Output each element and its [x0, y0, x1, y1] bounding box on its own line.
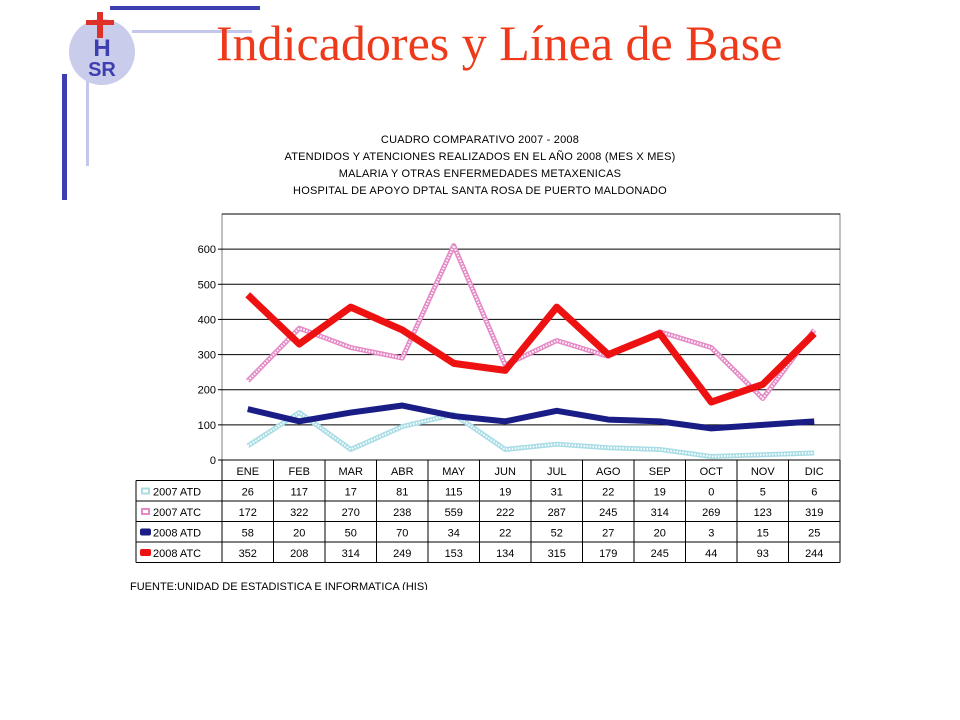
svg-text:SR: SR — [88, 59, 116, 81]
table-value: 26 — [242, 487, 254, 499]
table-value: 0 — [708, 487, 714, 499]
x-tick-label: SEP — [649, 466, 671, 478]
deco-bar-horizontal — [110, 6, 260, 10]
table-value: 153 — [445, 548, 463, 560]
chart-title-line-2: ATENDIDOS Y ATENCIONES REALIZADOS EN EL … — [284, 151, 676, 163]
y-tick-label: 300 — [198, 350, 216, 362]
table-value: 3 — [708, 528, 714, 540]
series-line-texture-1 — [247, 243, 816, 401]
table-value: 352 — [239, 548, 257, 560]
table-value: 238 — [393, 507, 411, 519]
table-value: 134 — [496, 548, 514, 560]
table-value: 58 — [242, 528, 254, 540]
legend-swatch-texture — [143, 489, 148, 493]
y-tick-label: 600 — [198, 244, 216, 256]
legend-swatch-3 — [140, 549, 151, 556]
y-tick-label: 500 — [198, 279, 216, 291]
legend-swatch-2 — [140, 528, 151, 536]
table-value: 19 — [499, 487, 511, 499]
x-tick-label: FEB — [289, 466, 310, 478]
table-value: 52 — [551, 528, 563, 540]
table-value: 319 — [805, 507, 823, 519]
table-value: 287 — [548, 507, 566, 519]
table-value: 34 — [448, 528, 460, 540]
legend-label-2: 2008 ATD — [153, 528, 201, 540]
table-value: 314 — [342, 548, 360, 560]
table-value: 269 — [702, 507, 720, 519]
series-line-3 — [245, 292, 817, 406]
table-value: 93 — [757, 548, 769, 560]
slide-title: Indicadores y Línea de Base — [216, 15, 783, 71]
legend-label-3: 2008 ATC — [153, 548, 201, 560]
table-value: 19 — [654, 487, 666, 499]
legend-swatch-texture — [143, 510, 148, 513]
table-value: 50 — [345, 528, 357, 540]
table-value: 244 — [805, 548, 823, 560]
table-value: 115 — [445, 487, 463, 499]
chart-title-line-4: HOSPITAL DE APOYO DPTAL SANTA ROSA DE PU… — [293, 185, 667, 197]
table-value: 559 — [445, 507, 463, 519]
table-value: 208 — [290, 548, 308, 560]
y-tick-label: 400 — [198, 314, 216, 326]
y-tick-label: 200 — [198, 385, 216, 397]
table-value: 172 — [239, 507, 257, 519]
x-tick-label: MAR — [339, 466, 364, 478]
x-tick-label: ABR — [391, 466, 414, 478]
table-value: 15 — [757, 528, 769, 540]
table-value: 222 — [496, 507, 514, 519]
legend-label-1: 2007 ATC — [153, 507, 201, 519]
table-value: 31 — [551, 487, 563, 499]
table-value: 27 — [602, 528, 614, 540]
table-value: 249 — [393, 548, 411, 560]
x-tick-label: NOV — [751, 466, 776, 478]
y-tick-label: 100 — [198, 420, 216, 432]
table-value: 322 — [290, 507, 308, 519]
table-value: 20 — [293, 528, 305, 540]
table-value: 22 — [602, 487, 614, 499]
table-value: 70 — [396, 528, 408, 540]
x-tick-label: OCT — [700, 466, 724, 478]
deco-line-horizontal — [132, 30, 252, 33]
series-line-2 — [247, 402, 815, 432]
chart-title-line-1: CUADRO COMPARATIVO 2007 - 2008 — [380, 134, 580, 146]
x-tick-label: MAY — [442, 466, 466, 478]
table-value: 5 — [760, 487, 766, 499]
table-value: 315 — [548, 548, 566, 560]
table-value: 270 — [342, 507, 360, 519]
x-tick-label: JUN — [495, 466, 516, 478]
chart-title-line-3: MALARIA Y OTRAS ENFERMEDADES METAXENICAS — [338, 168, 622, 180]
table-value: 123 — [754, 507, 772, 519]
y-tick-label: 0 — [210, 455, 216, 467]
table-value: 314 — [651, 507, 669, 519]
table-value: 6 — [811, 487, 817, 499]
series-line-texture-0 — [247, 411, 815, 458]
table-value: 17 — [345, 487, 357, 499]
table-value: 245 — [651, 548, 669, 560]
x-tick-label: DIC — [805, 466, 824, 478]
x-tick-label: JUL — [547, 466, 567, 478]
table-value: 81 — [396, 487, 408, 499]
svg-text:H: H — [93, 35, 110, 62]
table-value: 117 — [290, 487, 308, 499]
table-value: 22 — [499, 528, 511, 540]
x-tick-label: ENE — [236, 466, 259, 478]
legend-label-0: 2007 ATD — [153, 487, 201, 499]
deco-line-vertical — [86, 30, 89, 166]
chart-source: FUENTE:UNIDAD DE ESTADISTICA E INFORMATI… — [130, 581, 428, 590]
table-value: 25 — [808, 528, 820, 540]
table-value: 179 — [599, 548, 617, 560]
deco-bar-vertical — [62, 74, 67, 200]
table-value: 20 — [654, 528, 666, 540]
hospital-logo-icon: H SR — [69, 12, 135, 85]
table-value: 245 — [599, 507, 617, 519]
table-value: 44 — [705, 548, 717, 560]
x-tick-label: AGO — [596, 466, 621, 478]
